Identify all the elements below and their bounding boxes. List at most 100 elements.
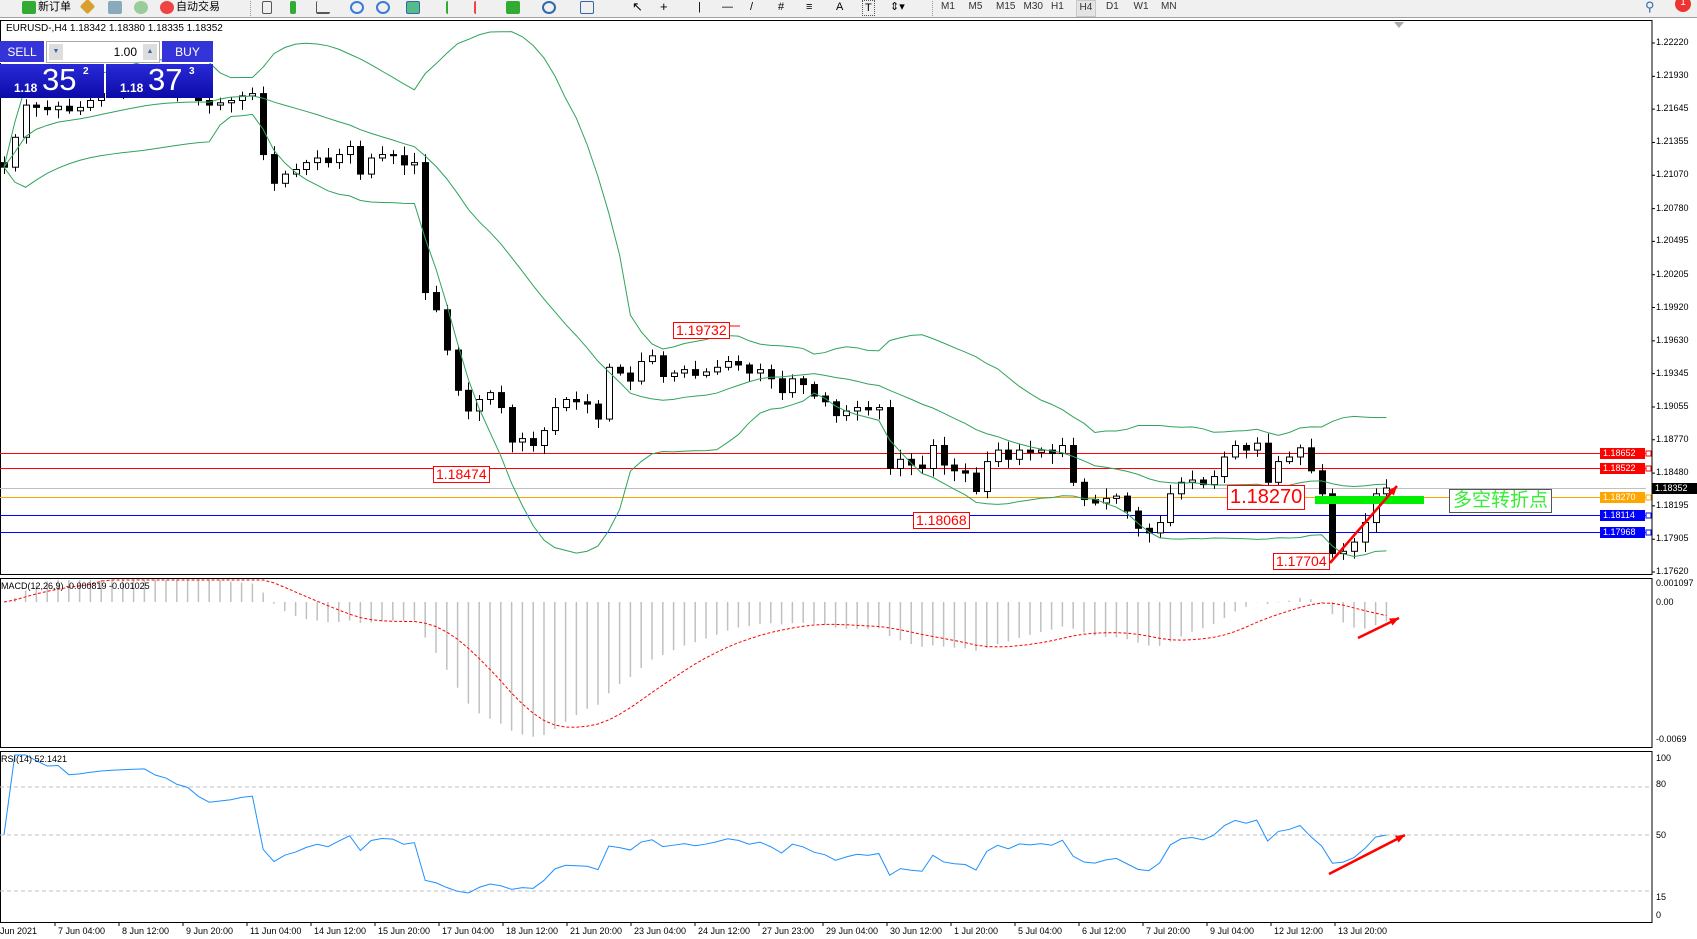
candle-body [671, 372, 678, 377]
tile-windows-icon[interactable] [406, 1, 420, 14]
price-trend-arrow [1329, 485, 1398, 564]
search-icon[interactable]: ⚲ [1645, 0, 1655, 14]
text-label-icon[interactable]: T [862, 0, 875, 16]
periods-icon[interactable] [542, 1, 556, 14]
candle-body [390, 154, 397, 157]
equidistant-channel-icon[interactable]: # [778, 1, 785, 13]
zoom-out-icon[interactable] [376, 1, 390, 14]
indicator-axis-label: -0.0069 [1656, 734, 1687, 744]
signals-icon[interactable] [134, 1, 148, 14]
annotation-low-1[interactable]: 1.18474 [433, 466, 490, 483]
timeframe-mn[interactable]: MN [1161, 1, 1177, 12]
chart-shift-icon[interactable] [446, 1, 460, 14]
sell-button[interactable]: SELL [0, 41, 44, 63]
indicator-axis-label: 80 [1656, 779, 1667, 789]
annotation-note[interactable]: 多空转折点 [1449, 489, 1553, 513]
candle-body [487, 392, 494, 401]
price-axis-label: 1.17905 [1656, 533, 1689, 544]
candle-body [1070, 445, 1077, 483]
timeframe-m30[interactable]: M30 [1023, 1, 1043, 12]
fibonacci-icon[interactable]: ≡ [806, 1, 813, 13]
trendline-icon[interactable]: / [750, 1, 754, 13]
time-axis-label: Jun 2021 [0, 926, 38, 936]
candle-body [1308, 447, 1315, 472]
candle-body [293, 169, 300, 175]
annotation-low-2[interactable]: 1.18068 [913, 512, 970, 529]
timeframe-d1[interactable]: D1 [1106, 1, 1119, 12]
candle-body [1178, 481, 1185, 495]
time-axis-label: 30 Jun 12:00 [890, 926, 943, 936]
candle-body [800, 378, 807, 386]
candle-body [541, 430, 548, 446]
auto-trading-button[interactable]: 自动交易 [176, 1, 220, 13]
cursor-icon[interactable]: ↖ [632, 0, 643, 14]
annotation-high[interactable]: 1.19732 [673, 322, 730, 339]
panel-border-0 [0, 20, 1653, 575]
candle-body [779, 378, 786, 394]
time-axis-label: 12 Jul 12:00 [1274, 926, 1324, 936]
notification-badge[interactable]: 1 [1675, 0, 1691, 12]
candle-body [476, 399, 483, 412]
text-icon[interactable]: A [836, 1, 844, 13]
candle-body [1113, 495, 1120, 499]
horizontal-line-icon[interactable]: — [722, 1, 733, 13]
new-order-icon[interactable] [22, 1, 36, 14]
candle-body [1383, 487, 1390, 495]
timeframe-w1[interactable]: W1 [1133, 1, 1149, 12]
templates-icon[interactable] [580, 1, 594, 14]
time-axis-label: 5 Jul 04:00 [1018, 926, 1063, 936]
buy-button[interactable]: BUY [162, 41, 213, 63]
candlestick-icon[interactable] [290, 1, 296, 14]
candle-body [271, 154, 278, 184]
price-trend-arrow-head [1388, 486, 1397, 496]
candle-body [12, 136, 19, 168]
annotation-low-3[interactable]: 1.17704 [1273, 553, 1330, 570]
candle-body [1297, 447, 1304, 458]
candle-body [368, 157, 375, 175]
candle-body [1103, 497, 1110, 504]
candle-body [1167, 493, 1174, 524]
price-level-handle [1645, 494, 1652, 501]
price-axis-label: 1.19920 [1656, 301, 1689, 312]
bar-chart-icon[interactable] [262, 1, 272, 14]
price-axis-label: 1.22220 [1656, 37, 1689, 47]
candle-body [714, 366, 721, 373]
candle-body [1243, 445, 1250, 451]
lot-increase-button[interactable]: ▲ [143, 44, 157, 60]
macd-label: MACD(12,26,9) -0.000819 -0.001025 [1, 581, 150, 591]
buy-price-box[interactable]: 1.18 37 3 [106, 62, 213, 98]
timeframe-m15[interactable]: M15 [996, 1, 1016, 12]
lot-decrease-button[interactable]: ▼ [49, 44, 63, 60]
price-axis-label: 1.20780 [1656, 202, 1689, 213]
history-icon[interactable] [108, 1, 122, 14]
candle-body [768, 369, 775, 380]
sell-price-prefix: 1.18 [14, 81, 38, 95]
lot-size-input[interactable]: ▼ 1.00 ▲ [46, 41, 160, 63]
zoom-in-icon[interactable] [350, 1, 364, 14]
lot-value[interactable]: 1.00 [113, 45, 137, 59]
candle-body [1286, 456, 1293, 463]
time-axis-label: 21 Jun 20:00 [570, 926, 623, 936]
timeframe-m1[interactable]: M1 [941, 1, 955, 12]
timeframe-h1[interactable]: H1 [1051, 1, 1064, 12]
vertical-line-icon[interactable]: | [698, 1, 701, 13]
timeframe-m5[interactable]: M5 [968, 1, 983, 12]
autoscroll-icon[interactable] [474, 1, 488, 14]
time-axis-label: 7 Jun 04:00 [58, 926, 106, 936]
crosshair-icon[interactable]: + [660, 0, 668, 14]
sell-price-box[interactable]: 1.18 35 2 [0, 62, 104, 98]
timeframe-h4[interactable]: H4 [1075, 0, 1097, 17]
annotation-pivot[interactable]: 1.18270 [1227, 485, 1306, 510]
line-chart-icon[interactable] [316, 1, 330, 14]
price-level-label: 1.18114 [1600, 510, 1645, 521]
new-order-button[interactable]: 新订单 [38, 1, 71, 13]
arrows-icon[interactable]: ⇕▾ [890, 1, 905, 13]
indicators-icon[interactable] [506, 1, 520, 14]
chart-header: EURUSD-,H4 1.18342 1.18380 1.18335 1.183… [6, 23, 223, 34]
auto-trading-icon[interactable] [160, 1, 174, 14]
rsi-label: RSI(14) 52.1421 [1, 754, 68, 764]
time-axis-label: 29 Jun 04:00 [826, 926, 879, 936]
candle-body [573, 399, 580, 403]
pivot-zone-bar [1315, 496, 1424, 504]
